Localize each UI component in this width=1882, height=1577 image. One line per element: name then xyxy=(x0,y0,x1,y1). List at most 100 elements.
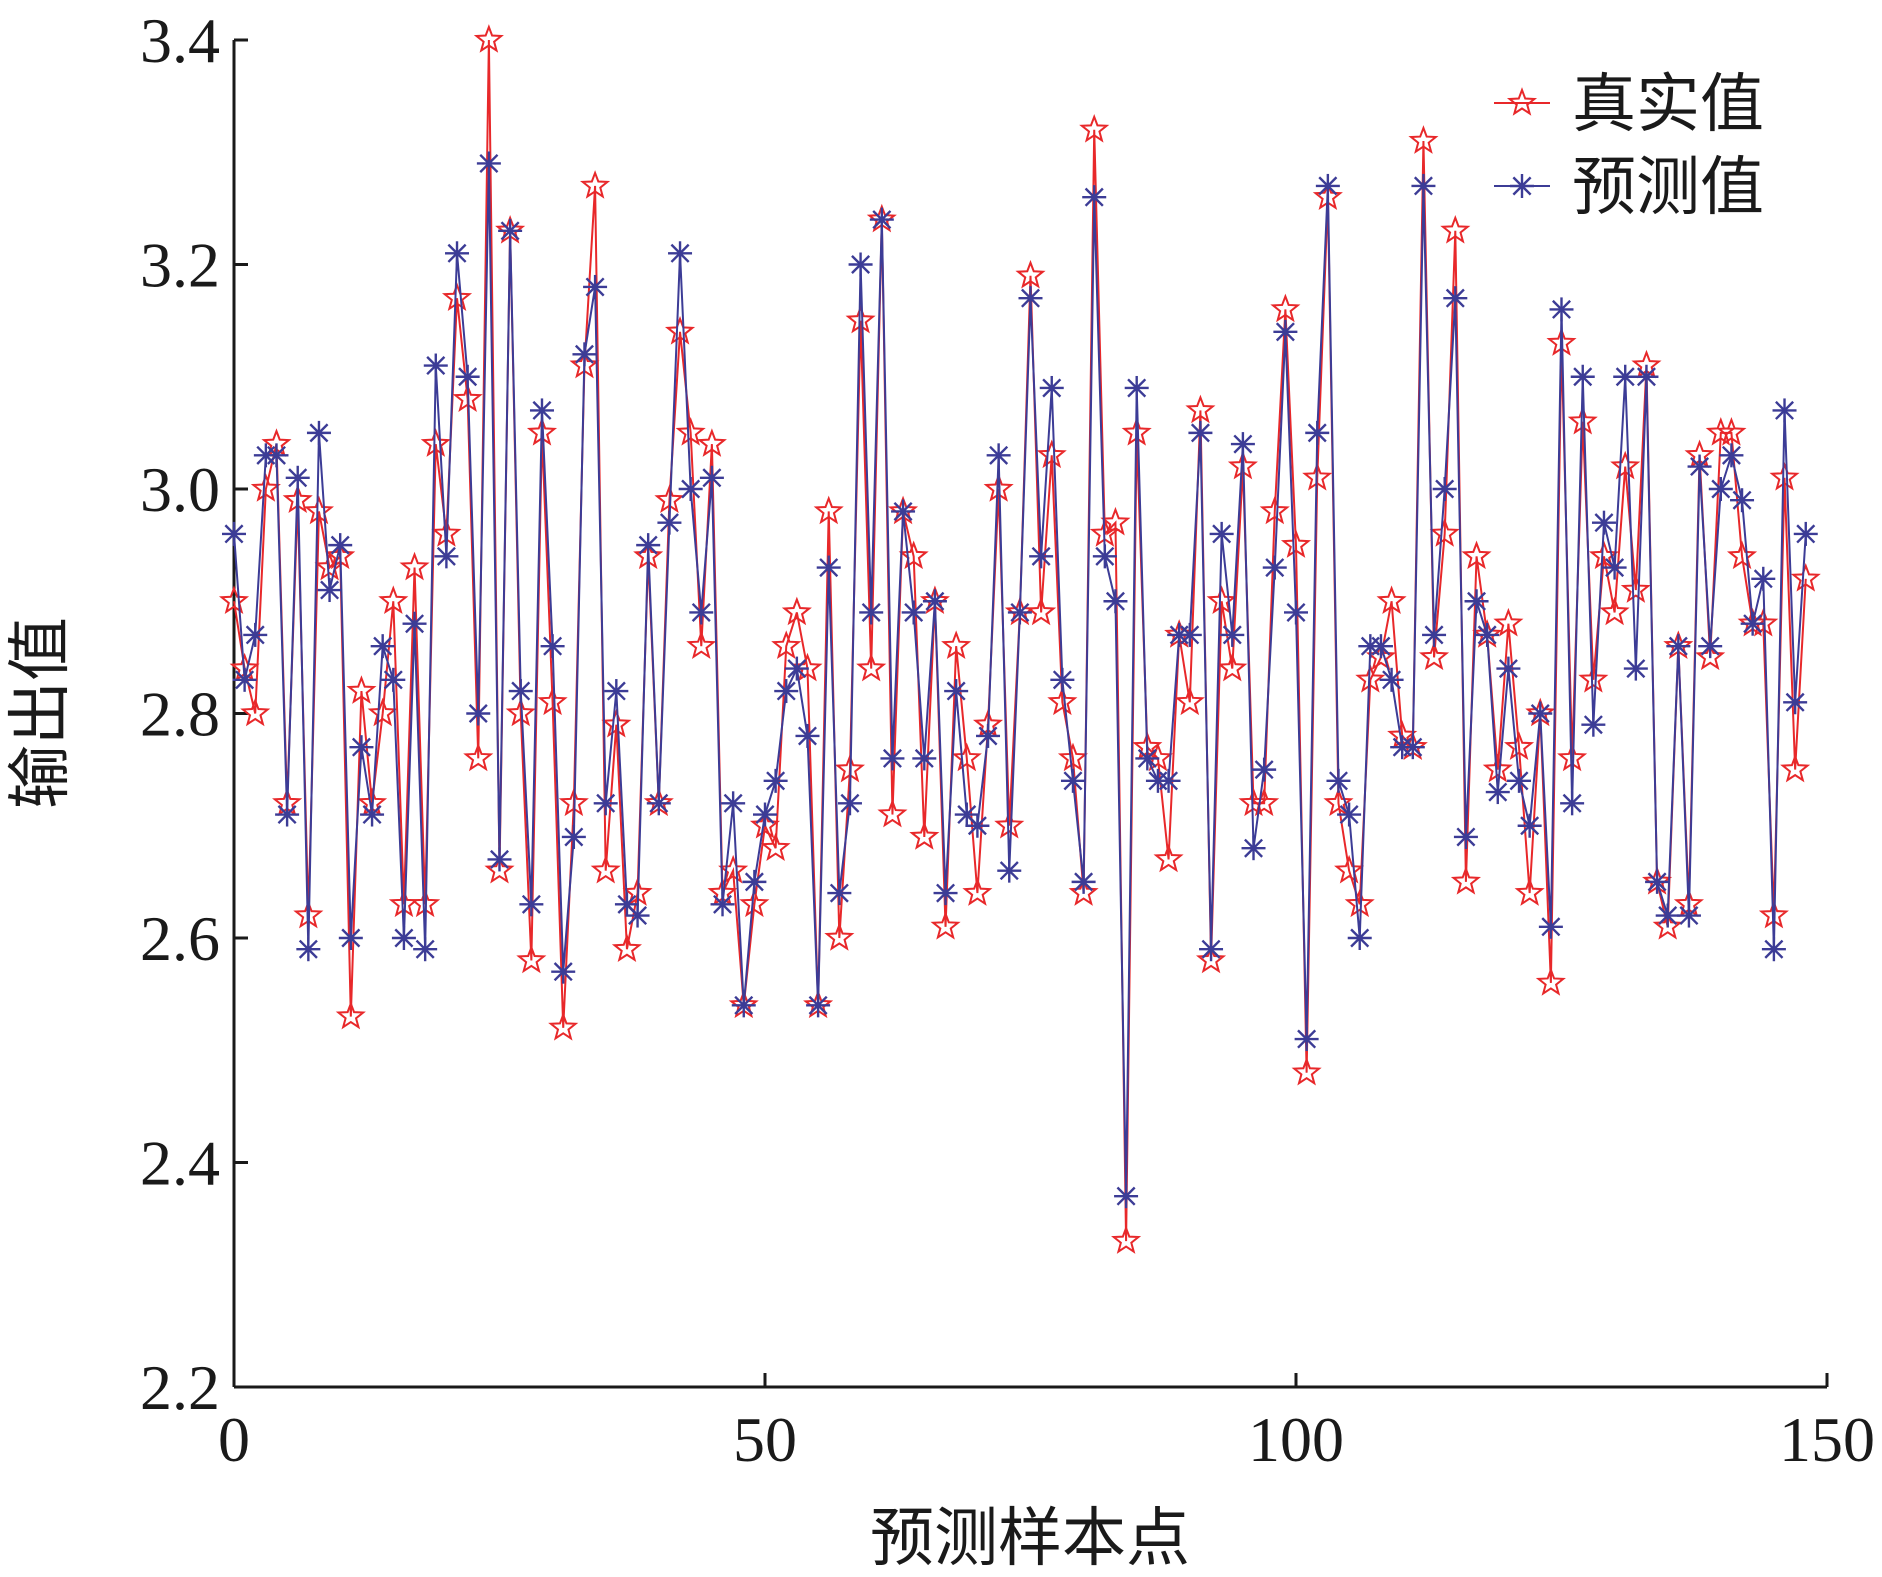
data-point-real-109 xyxy=(1376,585,1407,615)
data-point-pred-146 xyxy=(1772,398,1797,423)
data-point-real-77 xyxy=(1036,439,1067,469)
series-line-real xyxy=(233,39,1807,1242)
data-point-pred-128 xyxy=(1581,712,1606,737)
data-point-pred-115 xyxy=(1443,286,1468,311)
data-point-real-140 xyxy=(1705,417,1736,446)
data-point-pred-38 xyxy=(625,903,650,928)
data-point-pred-64 xyxy=(901,600,926,625)
data-point-real-57 xyxy=(824,922,855,951)
data-point-pred-60 xyxy=(859,600,884,625)
data-point-pred-123 xyxy=(1528,701,1553,726)
data-point-real-3 xyxy=(250,473,281,502)
data-point-real-96 xyxy=(1238,787,1269,817)
data-point-pred-65 xyxy=(912,746,937,771)
data-point-pred-27 xyxy=(508,679,533,704)
data-point-real-124 xyxy=(1535,967,1566,996)
data-point-real-31 xyxy=(548,1011,579,1041)
data-point-real-106 xyxy=(1344,888,1375,918)
data-point-real-98 xyxy=(1259,495,1290,525)
data-point-pred-29 xyxy=(529,398,554,423)
data-point-real-99 xyxy=(1270,293,1301,323)
data-point-pred-104 xyxy=(1326,768,1351,793)
data-point-pred-52 xyxy=(774,679,799,704)
data-point-pred-7 xyxy=(296,937,321,962)
data-point-real-45 xyxy=(696,428,727,457)
legend-marker-pred xyxy=(1510,174,1534,198)
data-point-real-51 xyxy=(760,832,791,862)
data-point-pred-86 xyxy=(1135,746,1160,771)
data-point-real-119 xyxy=(1482,753,1513,783)
data-point-real-147 xyxy=(1780,753,1811,783)
data-point-pred-77 xyxy=(1039,375,1064,400)
x-axis-title: 预测样本点 xyxy=(870,1503,1190,1574)
data-point-real-87 xyxy=(1142,742,1173,772)
data-point-real-97 xyxy=(1249,787,1280,817)
data-point-real-104 xyxy=(1323,787,1354,817)
data-point-pred-80 xyxy=(1071,869,1096,894)
data-point-pred-143 xyxy=(1740,611,1765,636)
data-point-pred-35 xyxy=(593,791,618,816)
data-point-real-81 xyxy=(1079,113,1110,143)
data-point-pred-28 xyxy=(519,892,544,917)
data-point-pred-111 xyxy=(1400,735,1425,760)
data-point-real-59 xyxy=(845,304,876,334)
data-point-pred-83 xyxy=(1103,589,1128,614)
data-point-real-17 xyxy=(399,551,430,581)
data-point-real-65 xyxy=(909,821,940,850)
data-point-pred-10 xyxy=(328,533,353,558)
legend-marker-real xyxy=(1506,87,1538,116)
data-point-real-84 xyxy=(1111,1225,1142,1254)
data-point-pred-94 xyxy=(1220,622,1245,647)
data-point-real-24 xyxy=(473,24,504,53)
data-point-pred-109 xyxy=(1379,667,1404,692)
data-point-pred-138 xyxy=(1687,454,1712,479)
data-point-real-75 xyxy=(1015,259,1046,289)
data-point-real-53 xyxy=(781,596,812,626)
data-point-pred-126 xyxy=(1560,791,1585,816)
data-point-pred-15 xyxy=(381,667,406,692)
data-point-pred-67 xyxy=(933,881,958,906)
data-point-pred-131 xyxy=(1613,364,1638,389)
data-point-pred-137 xyxy=(1676,903,1701,928)
data-point-real-112 xyxy=(1408,125,1439,154)
data-point-real-130 xyxy=(1599,596,1630,626)
y-tick-label-2.8: 2.8 xyxy=(140,679,220,750)
data-point-pred-20 xyxy=(434,544,459,569)
data-point-pred-0 xyxy=(222,521,246,546)
data-point-real-108 xyxy=(1365,641,1397,671)
data-point-real-2 xyxy=(240,697,271,727)
data-point-pred-129 xyxy=(1591,510,1616,535)
data-point-pred-13 xyxy=(360,802,385,827)
y-axis-title: 输出值 xyxy=(5,617,76,809)
data-point-pred-57 xyxy=(827,881,852,906)
data-point-pred-26 xyxy=(498,218,523,243)
data-point-real-80 xyxy=(1068,877,1099,906)
data-point-pred-124 xyxy=(1538,914,1563,939)
data-point-real-141 xyxy=(1716,417,1747,446)
legend-label-pred: 预测值 xyxy=(1572,152,1764,223)
data-point-pred-11 xyxy=(338,926,363,950)
data-point-pred-18 xyxy=(413,937,438,962)
data-point-pred-145 xyxy=(1761,937,1786,962)
data-point-real-117 xyxy=(1461,540,1492,570)
data-point-real-27 xyxy=(505,697,536,727)
y-tick-label-2.6: 2.6 xyxy=(140,903,220,974)
data-point-pred-79 xyxy=(1060,768,1085,793)
data-point-pred-92 xyxy=(1199,937,1224,962)
data-point-pred-48 xyxy=(731,993,756,1018)
data-point-pred-125 xyxy=(1549,297,1574,322)
data-point-real-64 xyxy=(898,540,929,570)
data-point-pred-24 xyxy=(476,151,501,176)
series-layer xyxy=(218,24,1821,1254)
data-point-pred-9 xyxy=(317,578,342,603)
data-point-real-101 xyxy=(1291,1056,1322,1086)
data-point-real-21 xyxy=(441,282,473,311)
data-point-pred-66 xyxy=(922,589,947,614)
data-point-pred-130 xyxy=(1602,555,1627,580)
data-point-pred-88 xyxy=(1156,768,1181,793)
data-point-real-131 xyxy=(1610,450,1641,480)
data-point-pred-22 xyxy=(455,364,480,389)
data-point-pred-91 xyxy=(1188,420,1213,445)
series-pred xyxy=(222,151,1818,1209)
